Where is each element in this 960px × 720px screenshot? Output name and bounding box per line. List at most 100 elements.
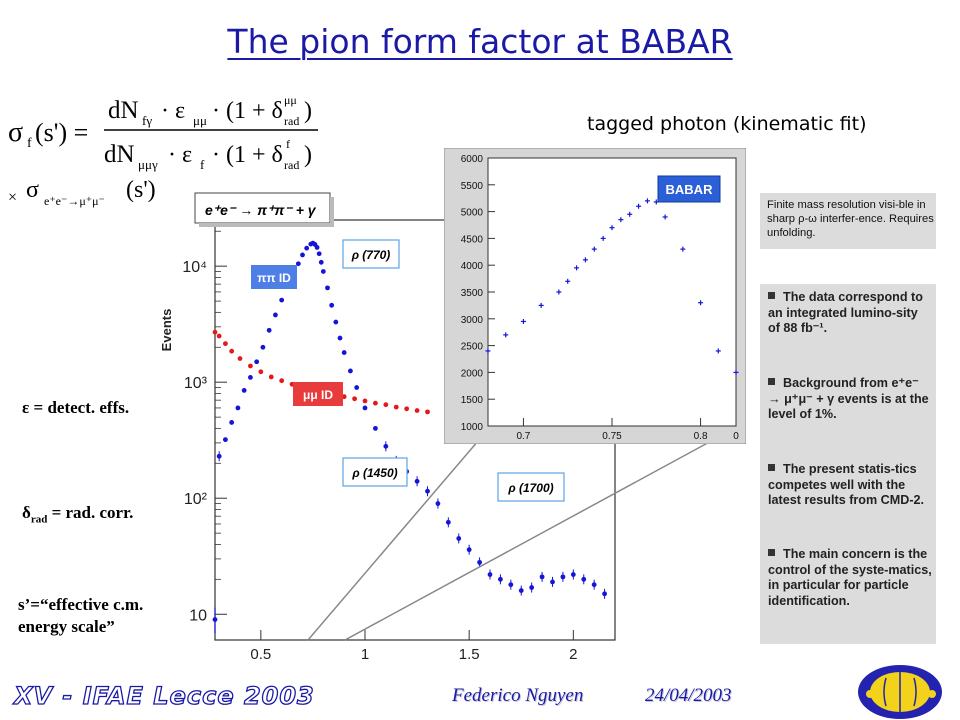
- main-x-tick-label: 1: [361, 646, 369, 663]
- main-data-point: [223, 341, 228, 347]
- formula-num-eps: · ε: [161, 98, 185, 124]
- main-data-point: [393, 404, 399, 410]
- main-data-point: [477, 559, 482, 565]
- main-data-point: [329, 302, 335, 308]
- formula-den-dN: dN: [104, 141, 135, 168]
- main-y-tick-label: 10³: [184, 375, 208, 392]
- main-chart-title: e⁺e⁻ → π⁺π⁻ + γ: [205, 202, 317, 218]
- bullet-square-icon: [768, 378, 775, 385]
- main-data-point: [304, 245, 310, 251]
- inset-x-tick-label: 0.7: [516, 431, 530, 442]
- formula-num-sub: fγ: [142, 113, 152, 128]
- formula-sigma2-sub: e⁺e⁻→μ⁺μ⁻: [44, 194, 105, 208]
- resolution-note-box: [760, 193, 936, 249]
- main-y-tick-label: 10: [189, 607, 207, 624]
- rho1450-label: ρ (1450): [351, 466, 397, 480]
- rho1700-label: ρ (1700): [507, 481, 553, 495]
- inset-y-tick-label: 3500: [461, 288, 484, 299]
- main-data-point: [320, 269, 326, 274]
- main-data-point: [295, 261, 301, 267]
- main-data-point: [373, 400, 378, 406]
- main-data-point: [258, 369, 264, 375]
- formula-den-oneplus: · (1 + δ: [212, 142, 283, 168]
- main-data-point: [498, 576, 503, 582]
- inset-chart: 1000 1500 2000 2500 3000 3500 4000 4500 5000 5500…: [444, 148, 746, 444]
- main-data-point: [414, 478, 420, 484]
- main-data-point: [539, 574, 545, 580]
- main-data-point: [425, 488, 430, 494]
- rho1700-box: [497, 472, 565, 502]
- formula-den-sub: μμγ: [138, 157, 158, 172]
- main-x-tick-label: 2: [569, 646, 577, 663]
- formula-num-rad-sub: rad: [284, 114, 299, 128]
- main-y-tick-label: 10⁴: [182, 259, 207, 276]
- babar-badge-label: BABAR: [666, 182, 714, 197]
- bullet-item: The data correspond to an integrated lum…: [768, 290, 923, 336]
- main-data-point: [529, 585, 535, 590]
- main-data-point: [404, 406, 410, 412]
- main-data-point: [279, 378, 285, 384]
- formula-den-eps: · ε: [168, 142, 192, 168]
- main-data-point: [216, 453, 222, 459]
- main-data-point: [341, 350, 347, 355]
- bullets-box: [760, 284, 936, 644]
- main-data-point: [435, 501, 441, 506]
- formula-den-rad-sup: f: [286, 137, 290, 151]
- main-data-point: [216, 333, 222, 339]
- main-data-point: [212, 329, 218, 335]
- main-data-point: [248, 374, 253, 380]
- inset-y-tick-label: 5000: [461, 208, 484, 219]
- formula-den-eps-sub: f: [200, 157, 205, 172]
- footer-conference: XV - IFAE Lecce 2003: [13, 681, 315, 710]
- main-data-point: [333, 319, 339, 325]
- inset-y-tick-label: 1500: [461, 395, 484, 406]
- inset-y-tick-label: 4500: [461, 234, 484, 245]
- formula-sigma-sub: f: [27, 136, 32, 151]
- main-data-point: [237, 356, 243, 361]
- main-data-point: [508, 582, 514, 588]
- pipi-id-badge: [251, 265, 297, 289]
- inset-y-tick-label: 1000: [461, 422, 484, 433]
- main-data-point: [223, 437, 228, 443]
- resolution-note: Finite mass resolution visi-ble in sharp…: [767, 199, 934, 239]
- zoom-line-left: [307, 426, 491, 641]
- main-data-point: [383, 443, 389, 449]
- main-data-point: [235, 405, 241, 411]
- main-data-point: [518, 588, 524, 593]
- main-data-point: [248, 363, 253, 369]
- main-data-point: [348, 368, 353, 374]
- main-x-tick-label: 0.5: [250, 646, 271, 663]
- main-data-point: [229, 348, 235, 354]
- main-data-point: [260, 344, 266, 350]
- main-x-tick-label: 1.5: [459, 646, 480, 663]
- main-data-point: [456, 536, 462, 541]
- rho770-box: [342, 239, 400, 269]
- main-data-point: [318, 259, 324, 265]
- legend-s-prime: s’=“effective c.m. energy scale”: [18, 594, 143, 638]
- main-data-point: [354, 385, 360, 390]
- inset-x-tick-label: 0.8: [694, 431, 708, 442]
- main-data-point: [581, 576, 587, 582]
- formula-sprime2: (s'): [126, 177, 156, 203]
- main-data-point: [300, 252, 305, 258]
- main-y-axis-label: Events: [159, 309, 174, 352]
- tagged-photon-caption: tagged photon (kinematic fit): [587, 113, 867, 135]
- main-data-point: [414, 408, 420, 413]
- main-data-point: [229, 420, 235, 425]
- main-data-point: [591, 582, 597, 588]
- main-data-point: [241, 387, 247, 393]
- zoom-line-right: [344, 426, 738, 641]
- main-data-point: [266, 327, 272, 333]
- rho770-label: ρ (770): [351, 248, 391, 262]
- mumu-id-badge: [293, 382, 343, 406]
- formula-sigma: σ: [8, 117, 23, 148]
- inset-y-tick-label: 2000: [461, 368, 484, 379]
- legend-epsilon: ε = detect. effs.: [22, 398, 130, 417]
- main-y-tick-label: 10²: [184, 491, 208, 508]
- inset-y-tick-label: 4000: [461, 261, 484, 272]
- main-data-point: [373, 425, 378, 431]
- main-data-point: [254, 359, 260, 365]
- slide-title: The pion form factor at BABAR: [227, 22, 733, 61]
- rho1450-box: [342, 457, 408, 487]
- main-data-point: [316, 251, 322, 257]
